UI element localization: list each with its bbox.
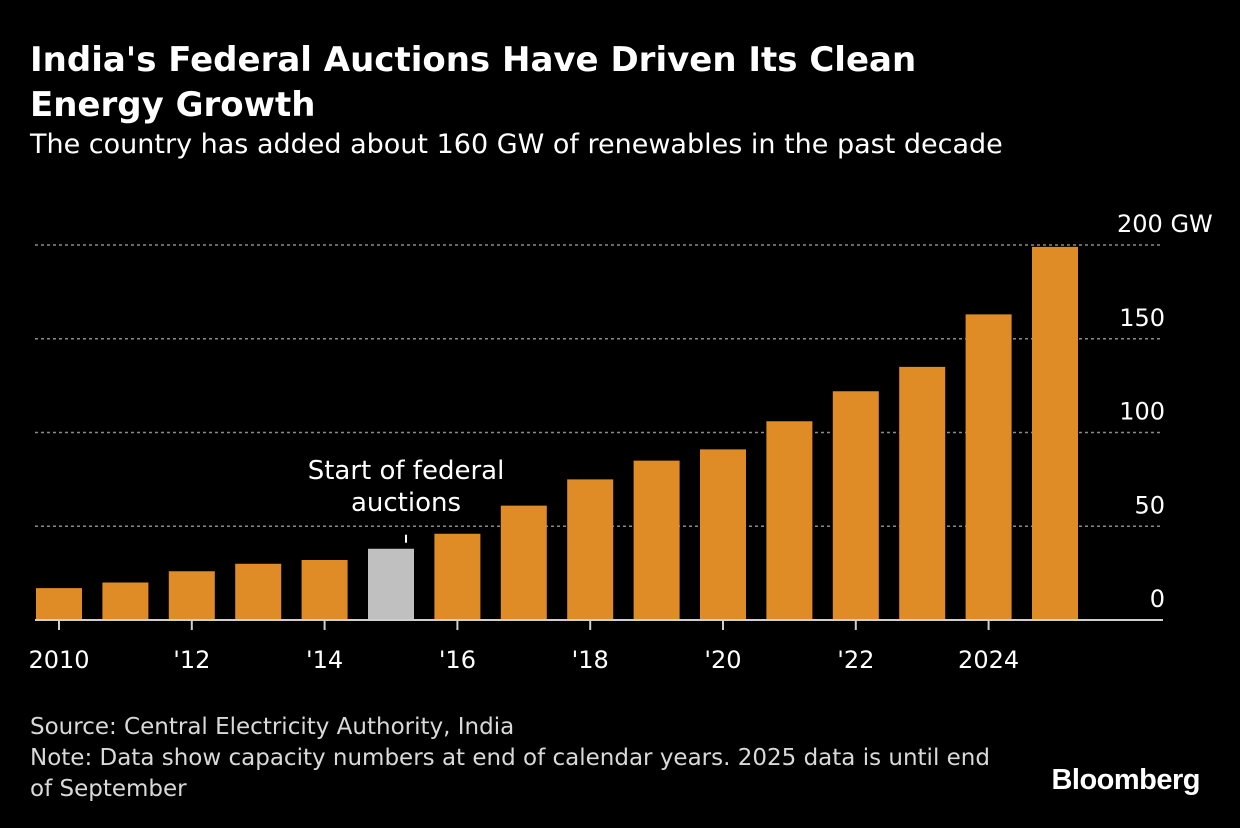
y-tick-label: 150	[1119, 304, 1165, 332]
data-note: Note: Data show capacity numbers at end …	[30, 745, 990, 802]
bar-2021	[766, 421, 813, 620]
bar-2013	[235, 563, 282, 620]
x-tick-label: 2010	[28, 646, 89, 674]
bar-2014	[301, 560, 348, 620]
x-tick-label: 2024	[958, 646, 1019, 674]
bloomberg-logo: Bloomberg	[1051, 764, 1200, 796]
bar-2010	[36, 588, 82, 620]
bar-2024	[965, 314, 1012, 620]
bar-2023	[899, 366, 946, 620]
bar-2018	[567, 479, 614, 620]
bar-2017	[500, 505, 547, 620]
y-tick-label: 50	[1134, 491, 1165, 519]
x-tick-label: '14	[306, 646, 343, 674]
annotation-text: Start of federal	[308, 456, 505, 486]
bar-2016	[434, 533, 481, 620]
x-tick-label: '22	[837, 646, 874, 674]
x-tick-label: '20	[704, 646, 741, 674]
bar-2025	[1032, 246, 1078, 620]
bar-2011	[102, 582, 149, 620]
x-axis-labels: 2010 '12 '14 '16 '18 '20 '22 2024	[28, 620, 1019, 674]
bar-2022	[832, 391, 879, 620]
x-tick-label: '18	[572, 646, 609, 674]
bar-2012	[168, 571, 215, 620]
bar-2015	[368, 548, 414, 620]
y-tick-label: 100	[1119, 398, 1165, 426]
source-note: Source: Central Electricity Authority, I…	[30, 714, 515, 740]
chart-title: India's Federal Auctions Have Driven Its…	[30, 40, 917, 125]
bar-2019	[633, 460, 680, 620]
bar-2020	[700, 449, 746, 620]
y-tick-label: 200 GW	[1117, 210, 1213, 238]
y-axis-labels: 0 50 100 150 200 GW	[1117, 210, 1213, 613]
annotation-text: auctions	[351, 488, 461, 518]
bars	[36, 246, 1078, 620]
x-tick-label: '12	[173, 646, 210, 674]
y-tick-label: 0	[1150, 585, 1165, 613]
x-tick-label: '16	[439, 646, 476, 674]
chart-subtitle: The country has added about 160 GW of re…	[30, 129, 1003, 160]
